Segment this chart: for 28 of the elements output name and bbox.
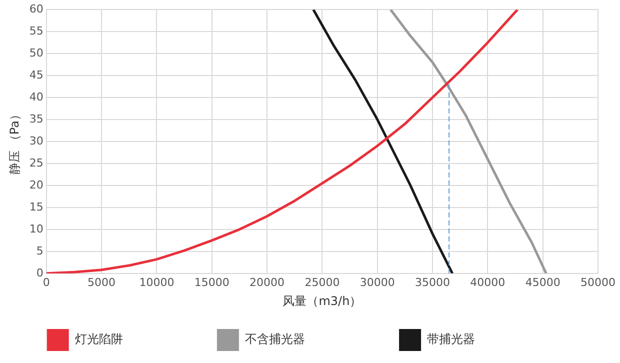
- legend-label: 不含捕光器: [244, 332, 386, 346]
- x-tick-label: 35000: [415, 276, 450, 289]
- x-tick-label: 20000: [250, 276, 285, 289]
- y-tick-label: 50: [29, 46, 44, 60]
- x-tick-label: 25000: [304, 276, 340, 289]
- x-tick-label: 50000: [580, 276, 616, 289]
- y-axis-title: 静压 （Pa）: [7, 108, 22, 174]
- x-axis-title: 风量（m3/h）: [282, 294, 362, 308]
- y-tick-label: 40: [29, 90, 44, 104]
- y-tick-label: 20: [29, 178, 44, 192]
- y-tick-label: 15: [29, 200, 44, 214]
- y-tick-label: 30: [29, 134, 44, 148]
- y-tick-label: 0: [36, 266, 44, 280]
- x-tick-label: 30000: [360, 276, 395, 289]
- y-tick-label: 35: [29, 112, 44, 126]
- x-tick-label: 40000: [470, 276, 506, 289]
- y-tick-label: 10: [29, 222, 44, 236]
- y-tick-label: 25: [29, 156, 44, 170]
- y-tick-label: 60: [29, 2, 44, 16]
- legend-label: 带捕光器: [427, 332, 556, 346]
- y-tick-label: 5: [36, 244, 44, 258]
- y-tick-label: 45: [29, 68, 44, 82]
- x-tick-label: 45000: [525, 276, 560, 289]
- x-tick-label: 15000: [194, 276, 230, 289]
- legend-label: 灯光陷阱: [74, 332, 203, 346]
- x-tick-label: 10000: [139, 276, 174, 289]
- y-tick-label: 55: [29, 24, 44, 38]
- x-tick-label: 5000: [88, 276, 116, 289]
